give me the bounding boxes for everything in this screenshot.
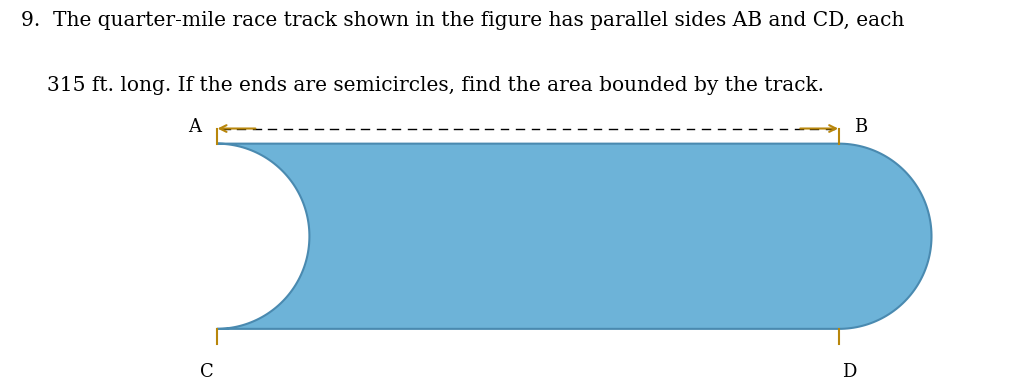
Polygon shape bbox=[216, 144, 932, 329]
Text: D: D bbox=[842, 363, 856, 378]
Text: 315 ft. long. If the ends are semicircles, find the area bounded by the track.: 315 ft. long. If the ends are semicircle… bbox=[47, 76, 824, 94]
Text: 9.  The quarter-mile race track shown in the figure has parallel sides AB and CD: 9. The quarter-mile race track shown in … bbox=[21, 11, 905, 30]
Text: C: C bbox=[200, 363, 213, 378]
Text: B: B bbox=[855, 118, 867, 136]
Text: A: A bbox=[188, 118, 201, 136]
